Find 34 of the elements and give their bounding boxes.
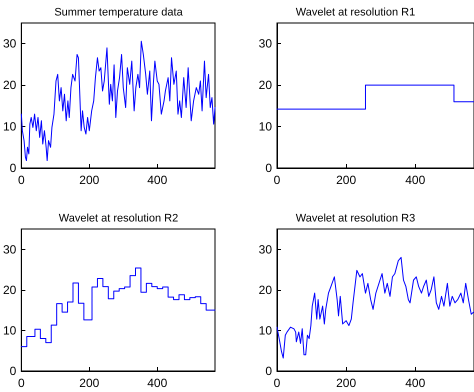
line-series xyxy=(276,256,474,359)
x-tick-label: 400 xyxy=(405,173,426,187)
x-tick-label: 200 xyxy=(79,173,100,187)
chart-title: Wavelet at resolution R1 xyxy=(296,6,416,18)
x-tick-label: 400 xyxy=(147,173,168,187)
line-series xyxy=(20,40,216,162)
chart-title: Wavelet at resolution R3 xyxy=(296,212,416,224)
y-tick-label: 0 xyxy=(10,364,17,378)
y-tick-label: 0 xyxy=(10,161,17,175)
x-tick-label: 0 xyxy=(18,173,26,187)
y-tick-label: 20 xyxy=(2,78,17,92)
y-tick-label: 0 xyxy=(265,161,272,175)
x-tick-label: 0 xyxy=(274,173,281,187)
x-tick-label: 200 xyxy=(336,376,356,390)
x-tick-label: 400 xyxy=(147,376,168,390)
y-tick-label: 0 xyxy=(265,364,272,378)
y-tick-label: 30 xyxy=(2,242,17,256)
y-tick-label: 20 xyxy=(258,78,272,92)
x-tick-label: 0 xyxy=(18,376,26,390)
y-tick-label: 30 xyxy=(258,242,272,256)
y-tick-label: 30 xyxy=(258,36,272,51)
y-tick-label: 20 xyxy=(2,282,17,297)
x-tick-label: 200 xyxy=(79,376,100,390)
x-tick-label: 400 xyxy=(405,376,426,390)
x-tick-label: 200 xyxy=(336,173,356,187)
chart-title: Wavelet at resolution R2 xyxy=(58,212,178,224)
y-tick-label: 10 xyxy=(2,120,17,134)
y-tick-label: 20 xyxy=(258,282,272,297)
x-tick-label: 0 xyxy=(274,376,281,390)
y-tick-label: 10 xyxy=(2,323,17,338)
y-tick-label: 10 xyxy=(258,323,272,338)
y-tick-label: 10 xyxy=(258,120,272,134)
y-tick-label: 30 xyxy=(2,36,17,51)
chart-title: Summer temperature data xyxy=(54,6,184,18)
